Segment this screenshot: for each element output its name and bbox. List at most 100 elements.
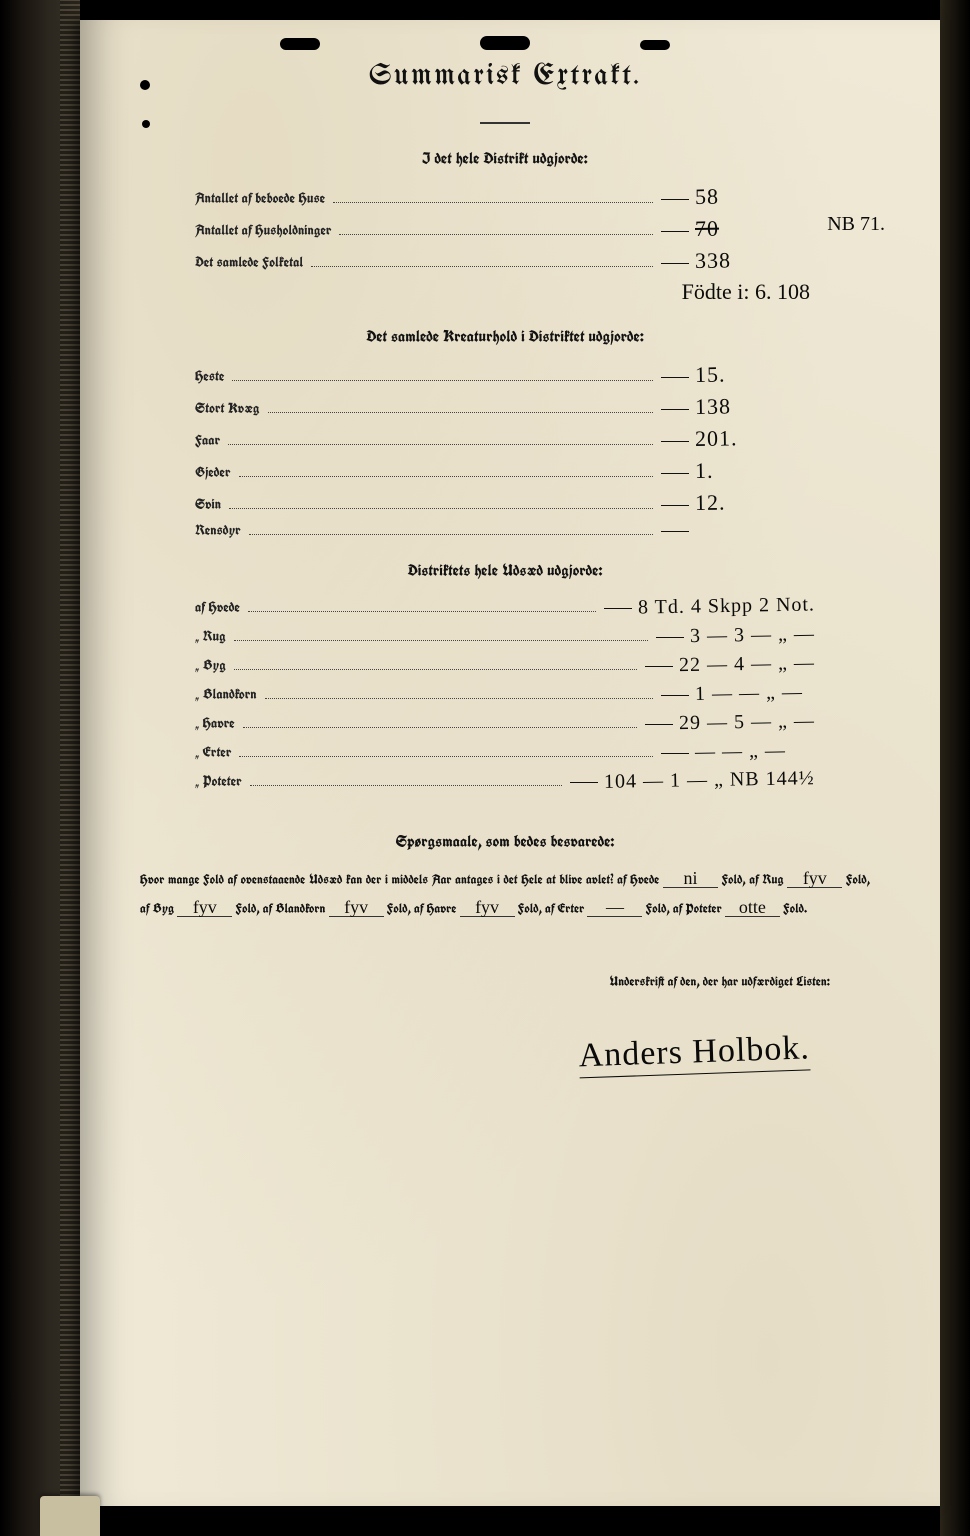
fold-answer: fyv xyxy=(177,898,232,917)
section1-heading: I det hele Distrikt udgjorde: xyxy=(140,149,870,169)
table-row: af Hvede 8 Td. 4 Skpp 2 Not. xyxy=(195,595,815,618)
value-dash xyxy=(661,231,689,232)
row-population: Det samlede Folketal 338 xyxy=(195,247,815,273)
question-crop: af Erter xyxy=(545,900,584,917)
value-dash xyxy=(645,724,673,725)
value-dash xyxy=(656,637,684,638)
table-row: Heste 15. xyxy=(195,361,815,387)
row-label: Stort Kvæg xyxy=(195,399,260,417)
table-row: „ Havre 29 — 5 — „ — xyxy=(195,711,815,734)
handwritten-value: 138 xyxy=(695,392,815,420)
value-dash xyxy=(604,608,632,609)
question-crop: af Byg xyxy=(140,900,174,917)
fold-suffix: Fold, xyxy=(846,871,870,888)
row-label: Rensdyr xyxy=(195,521,241,539)
leader-dots xyxy=(232,380,653,381)
row-label: Heste xyxy=(195,367,224,385)
table-row: „ Erter — — „ — xyxy=(195,740,815,763)
value-dash xyxy=(661,753,689,754)
leader-dots xyxy=(268,412,653,413)
fold-answer: fyv xyxy=(460,898,515,917)
leader-dots xyxy=(333,202,653,203)
scan-frame: Summarisk Extrakt. I det hele Distrikt u… xyxy=(0,0,970,1536)
row-label: „ Havre xyxy=(195,714,235,732)
leader-dots xyxy=(228,444,653,445)
handwritten-value: — — „ — xyxy=(695,739,815,764)
row-label: „ Rug xyxy=(195,627,226,645)
value-dash xyxy=(570,782,598,783)
leader-dots xyxy=(248,611,596,612)
row-label: „ Byg xyxy=(195,656,226,674)
row-label: Det samlede Folketal xyxy=(195,253,303,271)
book-binding xyxy=(0,0,80,1536)
page-bottom-tab xyxy=(40,1496,100,1536)
row-label: Svin xyxy=(195,495,221,513)
table-row: „ Byg 22 — 4 — „ — xyxy=(195,653,815,676)
leader-dots xyxy=(249,534,653,535)
title-rule xyxy=(480,122,530,124)
question-crop: af Hvede xyxy=(617,871,659,888)
ink-artifacts xyxy=(80,20,940,60)
fold-suffix: Fold, xyxy=(722,871,746,888)
handwritten-value: 22 — 4 — „ — xyxy=(679,652,815,677)
leader-dots xyxy=(239,476,654,477)
question-crop: af Havre xyxy=(414,900,456,917)
leader-dots xyxy=(339,234,653,235)
fold-answer: otte xyxy=(725,898,780,917)
signature: Anders Holbok. xyxy=(140,1027,871,1093)
extra-handwriting: Födte i: 6. 108 xyxy=(140,279,870,305)
fold-suffix: Fold, xyxy=(387,900,411,917)
table-row: „ Blandkorn 1 — — „ — xyxy=(195,682,815,705)
fold-answer: ni xyxy=(663,869,718,888)
leader-dots xyxy=(234,640,648,641)
fold-answer: fyv xyxy=(787,869,842,888)
table-row: Stort Kvæg 138 xyxy=(195,393,815,419)
margin-annotation: NB 71. xyxy=(827,213,885,236)
table-row: Faar 201. xyxy=(195,425,815,451)
section2-rows: Heste15.Stort Kvæg138Faar201.Gjeder1.Svi… xyxy=(195,361,815,539)
table-row: Rensdyr xyxy=(195,521,815,539)
fold-answer: — xyxy=(587,898,642,917)
question-crop: af Rug xyxy=(749,871,783,888)
row-label: „ Blandkorn xyxy=(195,685,257,703)
value-dash xyxy=(661,473,689,474)
value-dash xyxy=(645,666,673,667)
handwritten-value: 1 — — „ — xyxy=(695,681,815,706)
row-label: Gjeder xyxy=(195,463,231,481)
section2-heading: Det samlede Kreaturhold i Distriktet udg… xyxy=(140,327,870,347)
fold-answer: fyv xyxy=(329,898,384,917)
handwritten-value: 104 — 1 — „ NB 144½ xyxy=(604,767,815,794)
fold-suffix: Fold, xyxy=(646,900,670,917)
question-crop: af Poteter xyxy=(673,900,722,917)
row-houses: Antallet af beboede Huse 58 xyxy=(195,183,815,209)
table-row: „ Rug3 — 3 — „ — xyxy=(195,624,815,647)
question-prompt: Hvor mange Fold af ovenstaaende Udsæd ka… xyxy=(140,871,614,888)
row-label: af Hvede xyxy=(195,598,240,616)
row-label: „ Erter xyxy=(195,743,231,761)
value-dash xyxy=(661,377,689,378)
handwritten-value: 29 — 5 — „ — xyxy=(679,710,815,735)
fold-suffix: Fold, xyxy=(518,900,542,917)
row-label: Faar xyxy=(195,431,220,449)
section3-heading: Distriktets hele Udsæd udgjorde: xyxy=(140,561,870,581)
right-edge-shadow xyxy=(940,0,970,1536)
questions-heading: Spørgsmaale, som bedes besvarede: xyxy=(140,832,870,852)
signature-name: Anders Holbok. xyxy=(578,1030,810,1079)
handwritten-value xyxy=(695,534,815,536)
handwritten-value: 338 xyxy=(695,246,815,274)
handwritten-value: 58 xyxy=(695,182,815,210)
value-dash xyxy=(661,199,689,200)
handwritten-value: 201. xyxy=(695,424,815,452)
leader-dots xyxy=(250,785,563,786)
leader-dots xyxy=(234,669,637,670)
handwritten-value: 12. xyxy=(695,488,815,516)
questions-paragraph: Hvor mange Fold af ovenstaaende Udsæd ka… xyxy=(140,866,870,923)
leader-dots xyxy=(311,266,653,267)
row-label: Antallet af beboede Huse xyxy=(195,189,325,207)
handwritten-value: 15. xyxy=(695,360,815,388)
section1-rows: Antallet af beboede Huse 58 Antallet af … xyxy=(195,183,815,273)
table-row: Svin 12. xyxy=(195,489,815,515)
value-dash xyxy=(661,409,689,410)
value-dash xyxy=(661,505,689,506)
handwritten-value: 8 Td. 4 Skpp 2 Not. xyxy=(638,593,815,619)
